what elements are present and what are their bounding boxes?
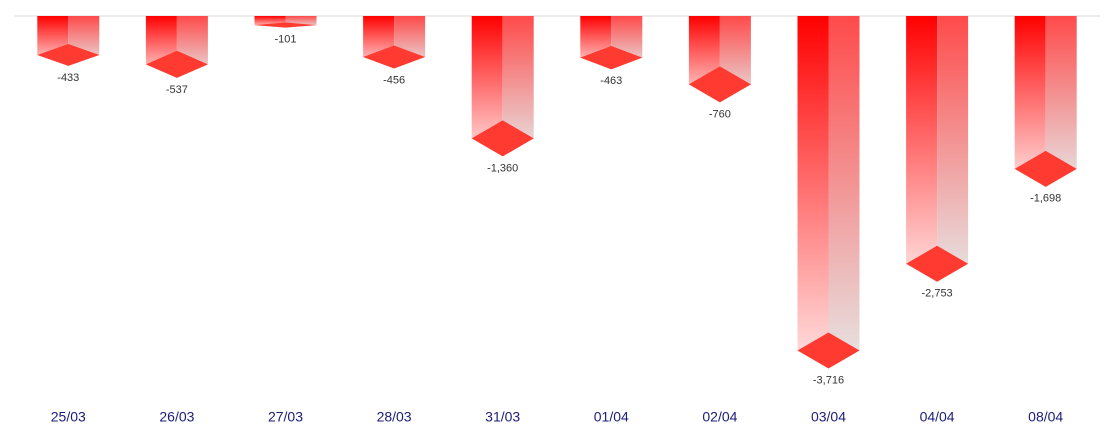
x-tick-label: 26/03 — [159, 409, 194, 425]
bar-front — [471, 16, 503, 157]
value-label: -3,716 — [813, 374, 844, 386]
bar-bottom — [580, 46, 643, 70]
bar-bottom — [254, 22, 317, 28]
bar-bottom — [37, 44, 100, 66]
x-tick-label: 03/04 — [811, 409, 846, 425]
value-label: -1,360 — [487, 162, 518, 174]
bar-bottom — [906, 245, 969, 282]
x-tick-label: 25/03 — [51, 409, 86, 425]
value-label: -463 — [600, 75, 622, 87]
value-label: -2,753 — [921, 288, 952, 300]
value-label: -456 — [383, 74, 405, 86]
bar-bottom — [797, 332, 860, 369]
bar-side — [937, 16, 969, 282]
value-label: -1,698 — [1030, 193, 1061, 205]
x-tick-label: 28/03 — [377, 409, 412, 425]
bar-side — [1045, 16, 1077, 187]
x-tick-label: 02/04 — [702, 409, 737, 425]
value-label: -760 — [709, 108, 731, 120]
value-label: -537 — [166, 84, 188, 96]
bar-front — [906, 16, 938, 282]
bar-side — [828, 16, 860, 369]
bar-bottom — [688, 66, 751, 103]
x-tick-label: 27/03 — [268, 409, 303, 425]
x-tick-label: 31/03 — [485, 409, 520, 425]
x-tick-label: 01/04 — [594, 409, 629, 425]
bar-side — [502, 16, 534, 157]
bar-bottom — [145, 50, 208, 78]
x-tick-label: 04/04 — [920, 409, 955, 425]
value-label: -433 — [57, 72, 79, 84]
bar-bottom — [1014, 150, 1077, 187]
x-tick-label: 08/04 — [1028, 409, 1063, 425]
value-label: -101 — [274, 34, 296, 46]
bar-bottom — [471, 120, 534, 157]
bar-bottom — [363, 45, 426, 69]
bar-front — [797, 16, 829, 369]
bar-front — [1014, 16, 1046, 187]
